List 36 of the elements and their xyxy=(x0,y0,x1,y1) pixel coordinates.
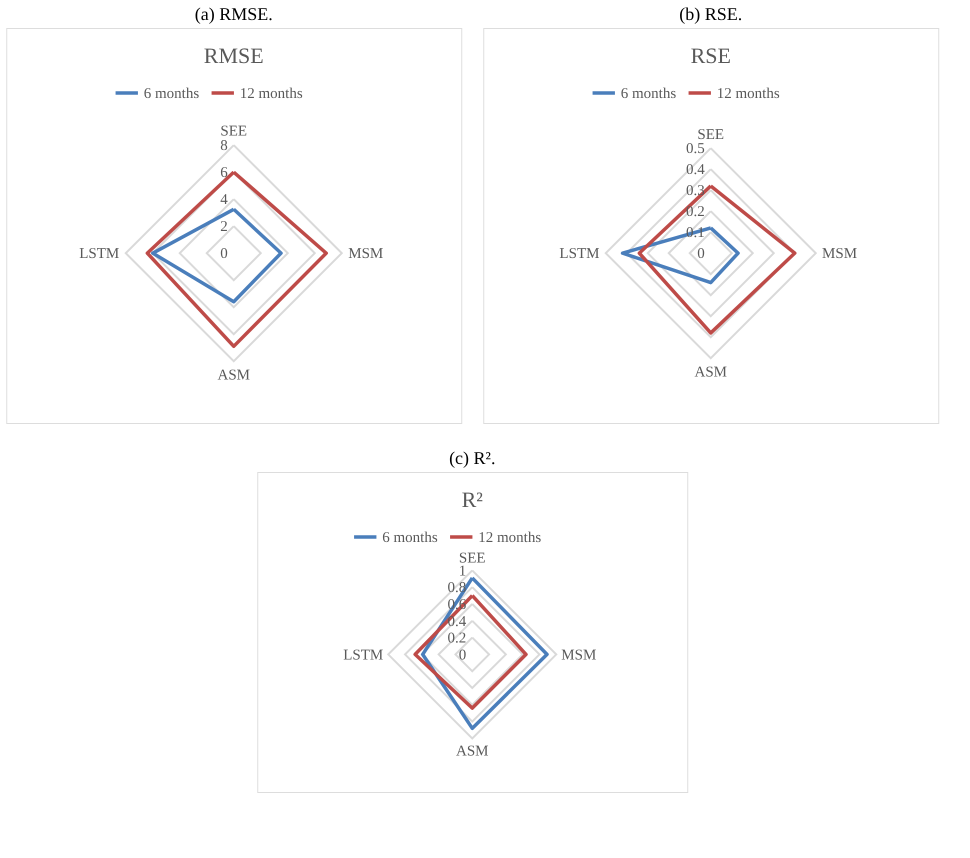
y-tick-label: 2 xyxy=(220,219,228,236)
chart-title: RMSE xyxy=(204,43,264,68)
spoke-label: ASM xyxy=(456,743,489,760)
spoke-label: LSTM xyxy=(559,246,600,262)
spoke-label: SEE xyxy=(697,126,724,143)
y-tick-label: 8 xyxy=(220,138,228,154)
spoke-label: MSM xyxy=(348,246,384,262)
legend-label: 12 months xyxy=(478,530,542,546)
y-tick-label: 0 xyxy=(697,246,705,262)
text: (a) RMSE. xyxy=(194,4,273,24)
legend-label: 12 months xyxy=(716,86,780,102)
y-tick-label: 0.4 xyxy=(448,614,467,630)
legend-label: 6 months xyxy=(620,86,676,102)
text: (b) RSE. xyxy=(679,4,742,24)
legend-label: 6 months xyxy=(144,86,200,102)
y-tick-label: 0.3 xyxy=(686,183,705,200)
text: (c) R². xyxy=(449,448,496,468)
y-tick-label: 0 xyxy=(458,647,466,664)
y-tick-label: 4 xyxy=(220,192,228,208)
y-tick-label: 0 xyxy=(220,246,228,262)
y-tick-label: 6 xyxy=(220,165,228,182)
chart-title: RSE xyxy=(690,43,731,68)
spoke-label: LSTM xyxy=(343,647,384,664)
spoke-label: MSM xyxy=(561,647,596,664)
y-tick-label: 0.2 xyxy=(686,204,705,220)
spoke-label: SEE xyxy=(220,124,248,140)
spoke-label: MSM xyxy=(822,246,858,262)
spoke-label: ASM xyxy=(694,364,728,380)
y-tick-label: 0.4 xyxy=(686,162,706,178)
spoke-label: ASM xyxy=(217,368,250,384)
legend-label: 6 months xyxy=(382,530,438,546)
legend-label: 12 months xyxy=(240,86,303,102)
y-tick-label: 0.5 xyxy=(686,141,705,158)
y-tick-label: 0.2 xyxy=(448,630,466,647)
spoke-label: LSTM xyxy=(79,246,120,262)
chart-title: R² xyxy=(462,487,484,512)
